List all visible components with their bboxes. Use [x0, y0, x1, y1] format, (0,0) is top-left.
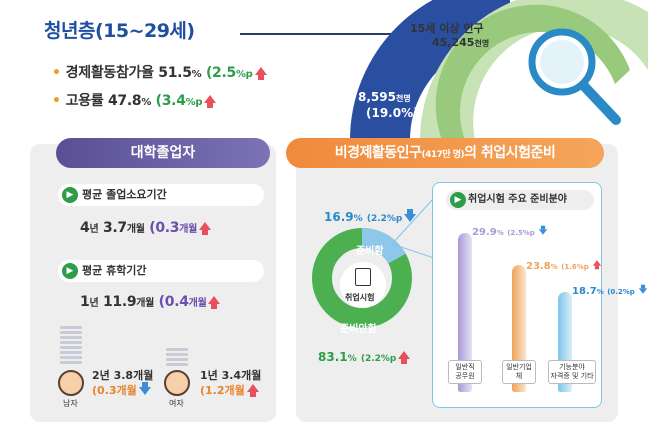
population-value: 45,245천명 — [432, 36, 490, 49]
leave-period-pill: ▶ 평균 휴학기간 — [58, 260, 264, 282]
up-arrow-icon — [208, 296, 221, 309]
title-connector-line — [240, 33, 410, 35]
population-donut — [350, 0, 648, 140]
fields-title: ▶ 취업시험 주요 준비분야 — [446, 190, 594, 210]
down-arrow-icon — [638, 284, 648, 295]
employment-unit: % — [141, 97, 152, 108]
field-label: 일반기업체 — [502, 360, 536, 384]
field-label: 일반직 공무원 — [448, 360, 482, 384]
play-icon: ▶ — [62, 187, 78, 203]
female-avatar — [164, 370, 190, 396]
prep-stat: 16.9% (2.2%p — [324, 209, 417, 224]
youth-pct: (19.0%) — [366, 106, 419, 120]
up-arrow-icon — [199, 222, 212, 235]
participation-unit: % — [191, 69, 202, 80]
leave-period-label: 평균 휴학기간 — [82, 264, 147, 277]
prep-label: 준비함 — [356, 246, 384, 257]
field-value: 18.7% (0.2%p — [572, 284, 648, 297]
participation-label: 경제활동참가율 — [65, 65, 154, 81]
field-value: 23.8% (1.6%p — [526, 259, 603, 272]
male-label: 남자 — [63, 399, 78, 408]
female-bar-stack — [166, 348, 188, 368]
prep-pie — [312, 228, 412, 328]
up-arrow-icon — [592, 260, 602, 270]
magnifier-glass — [540, 40, 584, 84]
employment-change: (3.4%p — [155, 93, 203, 109]
male-avatar — [58, 370, 84, 396]
clipboard-icon — [355, 268, 371, 286]
notprep-stat: 83.1% (2.2%p — [318, 350, 411, 364]
notprep-label: 준비안함 — [340, 324, 377, 335]
exam-prep-header: 비경제활동인구(417만 명)의 취업시험준비 — [286, 138, 604, 168]
up-arrow-icon — [398, 351, 411, 364]
grad-period-pill: ▶ 평균 졸업소요기간 — [58, 184, 264, 206]
male-stat: 2년 3.8개월 (0.3개월 — [92, 369, 154, 397]
female-label: 여자 — [169, 399, 184, 408]
section-title: 청년층(15~29세) — [44, 20, 195, 42]
magnifier-handle — [579, 81, 621, 125]
down-arrow-icon — [538, 225, 548, 235]
employment-label: 고용률 — [65, 93, 104, 109]
up-arrow-icon — [254, 67, 267, 80]
up-arrow-icon — [204, 95, 217, 108]
graduates-header: 대학졸업자 — [56, 138, 270, 168]
field-label: 기능분야 자격증 및 기타 — [548, 360, 596, 384]
down-arrow-icon — [138, 382, 151, 395]
up-arrow-icon — [246, 384, 259, 397]
down-arrow-icon — [404, 209, 417, 222]
grad-period-label: 평균 졸업소요기간 — [82, 188, 167, 201]
population-label: 15세 이상 인구 — [410, 22, 484, 35]
bullet-icon: • — [52, 93, 61, 109]
grad-period-stat: 4년 3.7개월 (0.3개월 — [80, 220, 212, 236]
employment-value: 47.8 — [107, 93, 142, 109]
play-icon: ▶ — [450, 192, 466, 208]
leave-period-stat: 1년 11.9개월 (0.4개월 — [80, 294, 221, 310]
participation-stat: • 경제활동참가율 51.5% (2.5%p — [52, 62, 267, 82]
prep-slice — [312, 228, 412, 328]
field-value: 29.9% (2.5%p — [472, 225, 549, 238]
youth-value: 8,595천명 — [358, 90, 411, 104]
participation-value: 51.5 — [158, 65, 192, 81]
play-icon: ▶ — [62, 263, 78, 279]
field-bar — [458, 232, 472, 392]
female-stat: 1년 3.4개월 (1.2개월 — [200, 369, 262, 397]
callout-lines — [392, 197, 435, 259]
pie-center-label: 취업시험 — [345, 293, 375, 302]
male-bar-stack — [60, 326, 82, 366]
bullet-icon: • — [52, 65, 61, 81]
employment-stat: • 고용률 47.8% (3.4%p — [52, 90, 217, 110]
participation-change: (2.5%p — [205, 65, 253, 81]
